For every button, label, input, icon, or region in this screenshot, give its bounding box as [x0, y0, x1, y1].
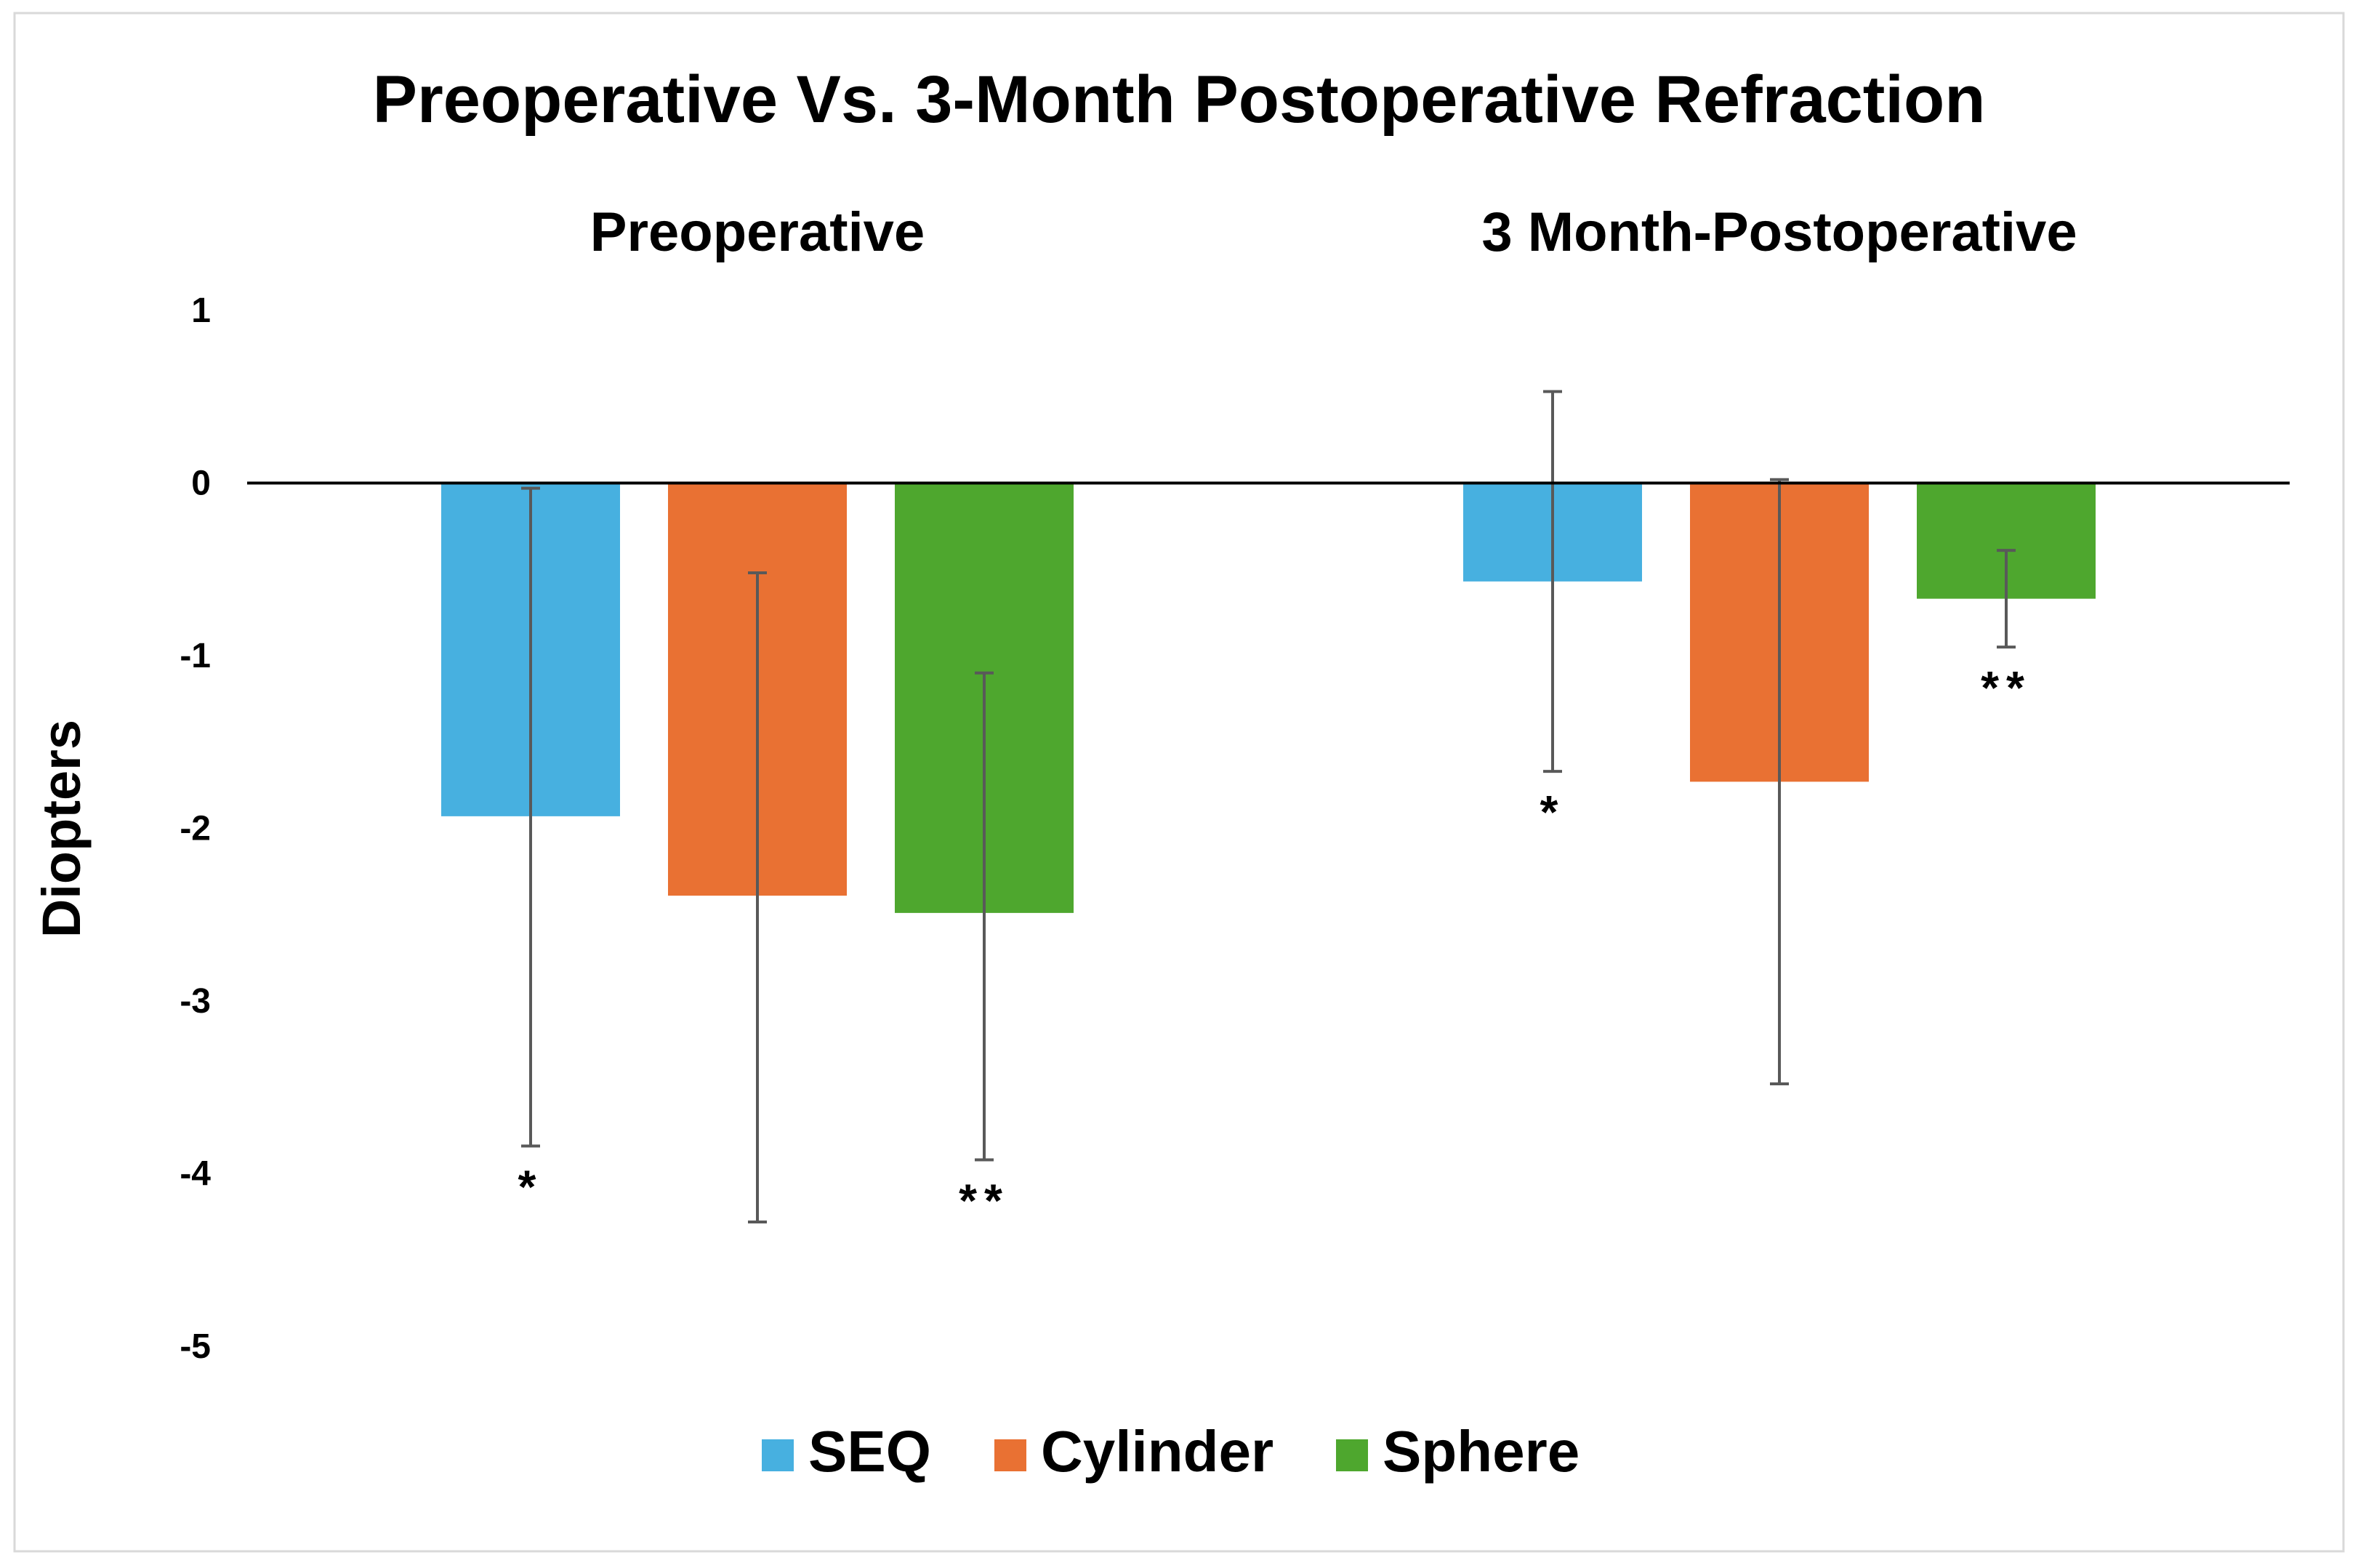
significance-marker: * — [518, 1161, 544, 1213]
significance-marker: * — [1540, 786, 1566, 838]
error-bar-sphere-postoperative — [1997, 549, 2016, 649]
y-tick-labels: 1 0 -1 -2 -3 -4 -5 — [180, 292, 211, 1366]
legend-swatch — [1336, 1439, 1368, 1471]
y-tick-label: -5 — [180, 1327, 211, 1366]
error-bar-sphere-preoperative — [975, 671, 994, 1162]
y-tick-label: -4 — [180, 1155, 211, 1194]
group-title-postoperative: 3 Month-Postoperative — [1481, 201, 2077, 263]
y-tick-label: -3 — [180, 982, 211, 1021]
chart-border — [13, 12, 2345, 1553]
significance-marker: ** — [959, 1175, 1010, 1227]
legend-item-cylinder: Cylinder — [994, 1419, 1273, 1484]
legend-label: Sphere — [1383, 1419, 1580, 1484]
error-bar-cylinder-preoperative — [748, 571, 767, 1223]
y-tick-label: 1 — [191, 292, 211, 330]
y-tick-label: -1 — [180, 637, 211, 675]
error-bars — [521, 390, 2016, 1223]
legend-swatch — [994, 1439, 1026, 1471]
y-tick-label: -2 — [180, 810, 211, 848]
chart-title: Preoperative Vs. 3-Month Postoperative R… — [373, 63, 1986, 137]
legend-label: Cylinder — [1041, 1419, 1273, 1484]
y-tick-label: 0 — [191, 465, 211, 503]
error-bar-seq-preoperative — [521, 486, 540, 1148]
legend-item-sphere: Sphere — [1336, 1419, 1580, 1484]
significance-marker: ** — [1981, 662, 2032, 714]
legend-item-seq: SEQ — [762, 1419, 931, 1484]
group-title-preoperative: Preoperative — [590, 201, 925, 263]
error-bar-seq-postoperative — [1543, 390, 1562, 773]
legend-swatch — [762, 1439, 794, 1471]
legend: SEQ Cylinder Sphere — [762, 1419, 1580, 1484]
y-axis-label: Diopters — [31, 720, 92, 938]
significance-annotations: ****** — [518, 662, 2032, 1227]
legend-label: SEQ — [808, 1419, 931, 1484]
error-bar-cylinder-postoperative — [1770, 478, 1789, 1085]
